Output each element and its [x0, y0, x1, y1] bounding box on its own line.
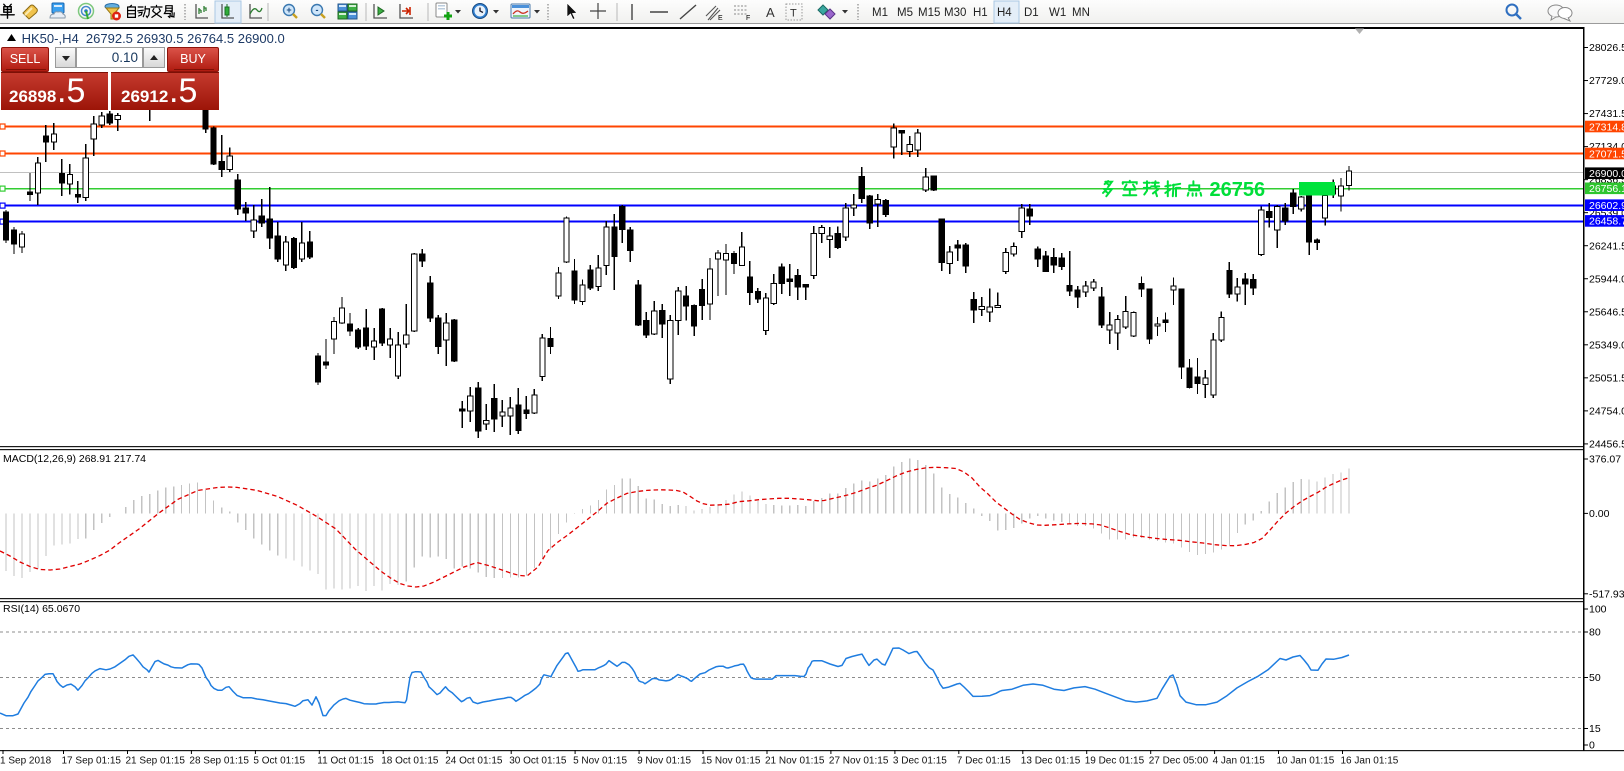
- svg-text:25944.0: 25944.0: [1589, 273, 1624, 285]
- svg-text:10 Jan 01:15: 10 Jan 01:15: [1277, 756, 1335, 767]
- svg-text:H4: H4: [997, 7, 1012, 19]
- svg-text:9 Nov 01:15: 9 Nov 01:15: [637, 756, 691, 767]
- svg-text:M1: M1: [872, 7, 888, 19]
- svg-text:F: F: [746, 15, 750, 22]
- svg-text:0.00: 0.00: [1589, 508, 1610, 520]
- svg-text:-517.93: -517.93: [1589, 588, 1624, 600]
- svg-text:3 Dec 01:15: 3 Dec 01:15: [893, 756, 947, 767]
- svg-text:28026.5: 28026.5: [1589, 42, 1624, 54]
- svg-text:27 Dec 05:00: 27 Dec 05:00: [1149, 756, 1209, 767]
- svg-text:26756: 26756: [1210, 179, 1266, 201]
- svg-text:17 Sep 01:15: 17 Sep 01:15: [62, 756, 122, 767]
- svg-text:28 Sep 01:15: 28 Sep 01:15: [189, 756, 249, 767]
- svg-text:M5: M5: [897, 7, 913, 19]
- svg-text:26756.1: 26756.1: [1589, 183, 1624, 195]
- svg-text:-: -: [316, 5, 319, 15]
- svg-text:21 Nov 01:15: 21 Nov 01:15: [765, 756, 825, 767]
- svg-text:D1: D1: [1024, 7, 1039, 19]
- svg-text:26458.7: 26458.7: [1589, 216, 1624, 228]
- svg-text:27 Nov 01:15: 27 Nov 01:15: [829, 756, 889, 767]
- svg-text:24754.0: 24754.0: [1589, 405, 1624, 417]
- svg-text:16 Jan 01:15: 16 Jan 01:15: [1341, 756, 1399, 767]
- svg-text:W1: W1: [1049, 7, 1066, 19]
- svg-text:MACD(12,26,9) 268.91 217.74: MACD(12,26,9) 268.91 217.74: [3, 453, 146, 465]
- svg-text:11 Oct 01:15: 11 Oct 01:15: [317, 756, 374, 767]
- svg-text:24456.5: 24456.5: [1589, 439, 1624, 451]
- svg-text:100: 100: [1589, 604, 1607, 616]
- svg-text:50: 50: [1589, 672, 1601, 684]
- svg-text:13 Dec 01:15: 13 Dec 01:15: [1021, 756, 1081, 767]
- svg-text:15: 15: [1589, 723, 1601, 735]
- svg-text:25051.5: 25051.5: [1589, 372, 1624, 384]
- svg-text:26900.0: 26900.0: [1589, 168, 1624, 180]
- svg-text:27071.5: 27071.5: [1589, 148, 1624, 160]
- svg-text:5 Nov 01:15: 5 Nov 01:15: [573, 756, 627, 767]
- svg-text:25349.0: 25349.0: [1589, 339, 1624, 351]
- svg-text:T: T: [790, 8, 797, 20]
- svg-text:0: 0: [1589, 740, 1595, 752]
- svg-text:27314.8: 27314.8: [1589, 121, 1624, 133]
- svg-text:+: +: [286, 5, 291, 15]
- svg-text:H1: H1: [973, 7, 988, 19]
- svg-text:18 Oct 01:15: 18 Oct 01:15: [381, 756, 439, 767]
- svg-text:A: A: [766, 5, 775, 20]
- svg-text:4 Jan 01:15: 4 Jan 01:15: [1213, 756, 1266, 767]
- svg-text:26241.5: 26241.5: [1589, 240, 1624, 252]
- svg-text:80: 80: [1589, 627, 1601, 639]
- svg-text:27729.0: 27729.0: [1589, 75, 1624, 87]
- svg-text:M30: M30: [944, 7, 966, 19]
- svg-text:30 Oct 01:15: 30 Oct 01:15: [509, 756, 567, 767]
- svg-text:5 Oct 01:15: 5 Oct 01:15: [253, 756, 305, 767]
- svg-text:26602.9: 26602.9: [1589, 200, 1624, 212]
- svg-text:21 Sep 01:15: 21 Sep 01:15: [126, 756, 186, 767]
- svg-text:RSI(14) 65.0670: RSI(14) 65.0670: [3, 603, 80, 615]
- svg-text:1 Sep 2018: 1 Sep 2018: [0, 756, 52, 767]
- svg-text:E: E: [718, 15, 723, 22]
- svg-text:376.07: 376.07: [1589, 454, 1621, 466]
- svg-text:24 Oct 01:15: 24 Oct 01:15: [445, 756, 503, 767]
- svg-text:19 Dec 01:15: 19 Dec 01:15: [1085, 756, 1145, 767]
- svg-text:27431.5: 27431.5: [1589, 108, 1624, 120]
- svg-text:M15: M15: [918, 7, 940, 19]
- svg-text:15 Nov 01:15: 15 Nov 01:15: [701, 756, 761, 767]
- svg-text:MN: MN: [1072, 7, 1090, 19]
- svg-text:7 Dec 01:15: 7 Dec 01:15: [957, 756, 1011, 767]
- svg-text:25646.5: 25646.5: [1589, 306, 1624, 318]
